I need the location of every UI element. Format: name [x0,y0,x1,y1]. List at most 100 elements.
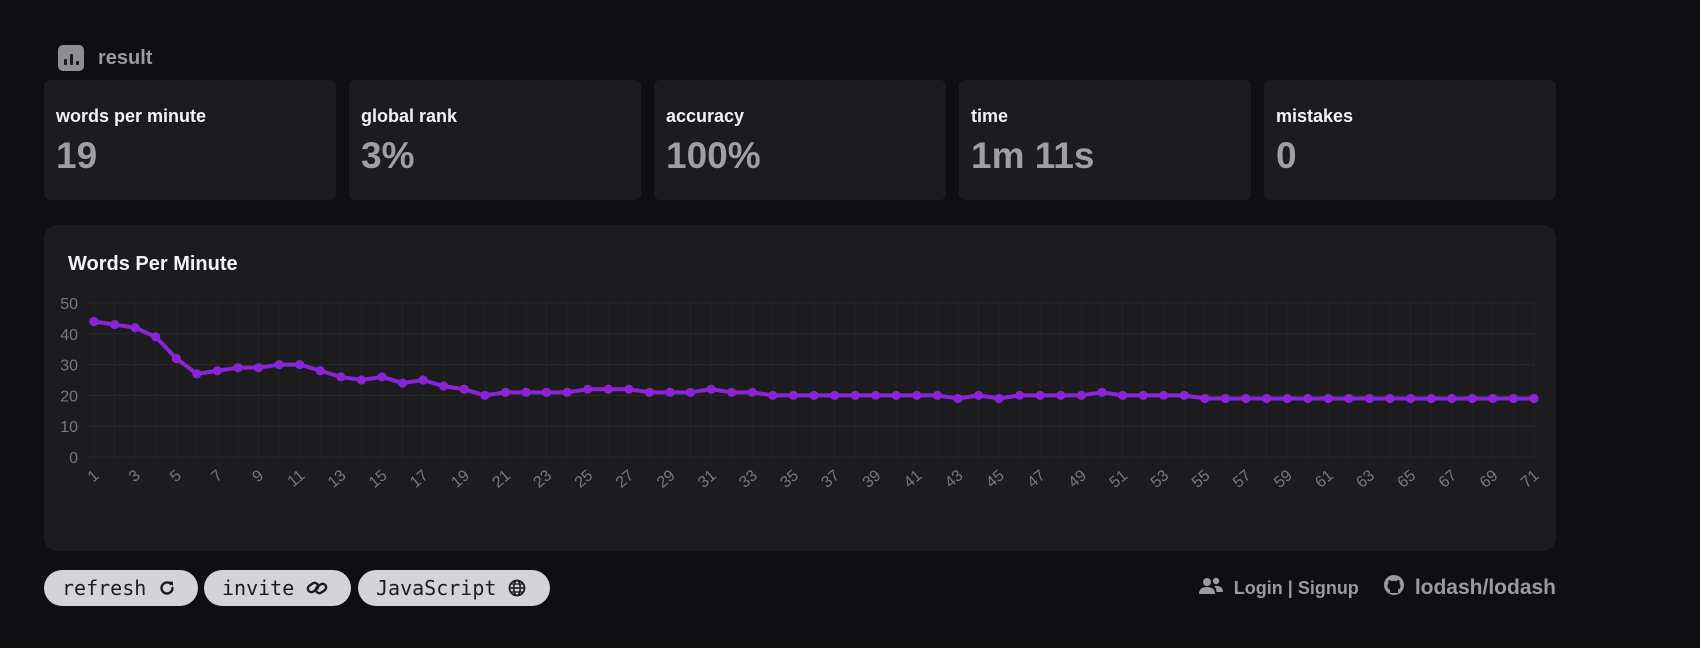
globe-icon [508,579,526,597]
wpm-data-point [1097,387,1107,397]
wpm-data-point [418,375,428,385]
x-tick-label: 69 [1477,467,1502,492]
wpm-data-point [541,387,552,397]
wpm-data-point [562,387,572,397]
x-tick-label: 9 [249,467,267,486]
x-tick-label: 23 [531,467,556,492]
login-signup-link[interactable]: Login | Signup [1198,576,1359,601]
wpm-data-point [500,387,511,397]
wpm-data-point [315,366,325,376]
wpm-data-point [1241,393,1251,404]
stat-card-wpm: words per minute 19 [44,80,336,200]
stat-label: accuracy [666,106,745,126]
y-tick-label: 50 [60,296,78,313]
stat-value: 100% [666,135,761,176]
x-tick-label: 55 [1189,467,1214,492]
invite-button[interactable]: invite [204,570,351,606]
y-tick-label: 0 [69,450,78,467]
wpm-data-point [336,372,346,382]
x-tick-label: 5 [167,467,185,486]
wpm-data-point [912,390,922,400]
wpm-data-point [1179,390,1189,400]
stat-card-mistakes: mistakes 0 [1264,80,1556,200]
wpm-data-point [788,390,799,400]
x-tick-label: 29 [654,467,679,492]
wpm-data-point [171,353,181,364]
x-tick-label: 61 [1312,467,1337,492]
wpm-data-point [459,384,469,394]
x-tick-label: 39 [860,467,885,492]
refresh-button[interactable]: refresh [44,570,198,606]
chart-title: Words Per Minute [68,253,238,275]
stat-card-time: time 1m 11s [959,80,1251,200]
wpm-data-point [109,319,120,330]
wpm-chart-card: Words Per Minute 0 10 20 30 40 50 1 3 5 7 9 11 13 15 1… [44,225,1556,551]
x-tick-label: 47 [1024,467,1049,492]
x-tick-label: 71 [1518,467,1543,492]
x-tick-label: 63 [1353,467,1378,492]
wpm-data-point [130,323,140,333]
language-button[interactable]: JavaScript [358,570,550,606]
wpm-data-point [685,387,696,397]
wpm-data-point [1508,393,1519,404]
wpm-data-point [1261,393,1272,404]
wpm-data-point [89,316,99,327]
wpm-data-point [1056,390,1066,400]
stats-row: words per minute 19 global rank 3% accur… [44,80,1556,200]
wpm-data-point [1117,390,1128,400]
x-tick-label: 25 [572,467,597,492]
bar-chart-icon [58,45,84,71]
y-tick-label: 40 [60,327,78,344]
invite-label: invite [222,576,295,600]
wpm-data-point [1303,393,1313,404]
action-bar: refresh invite JavaScript [44,570,1556,606]
x-tick-label: 65 [1395,467,1420,492]
language-label: JavaScript [376,576,497,600]
x-tick-label: 13 [325,467,350,492]
wpm-data-point [953,393,963,404]
x-tick-label: 59 [1271,467,1296,492]
x-tick-label: 15 [366,467,391,492]
wpm-data-point [829,390,840,400]
x-tick-label: 37 [819,467,844,492]
wpm-data-point [1447,393,1457,404]
wpm-data-point [397,378,408,388]
x-tick-label: 51 [1107,467,1132,492]
x-tick-label: 31 [695,467,720,492]
link-icon [306,579,328,597]
wpm-data-point [1035,390,1045,400]
wpm-data-point [295,360,305,370]
wpm-data-point [1405,393,1416,404]
wpm-data-point [274,360,284,370]
x-tick-label: 21 [489,467,514,492]
stat-value: 1m 11s [971,135,1095,176]
stat-label: time [971,106,1009,126]
wpm-data-point [665,387,675,397]
wpm-data-point [1323,393,1333,404]
wpm-data-point [644,387,655,397]
x-tick-label: 35 [777,467,802,492]
x-tick-label: 19 [448,467,473,492]
x-tick-label: 45 [983,467,1008,492]
wpm-data-point [1488,393,1498,404]
wpm-data-point [871,390,881,400]
x-tick-label: 33 [736,467,761,492]
wpm-data-point [192,369,202,379]
x-tick-label: 17 [407,467,432,492]
wpm-data-point [377,372,387,382]
x-tick-label: 53 [1148,467,1173,492]
x-tick-label: 67 [1436,467,1461,492]
repo-link[interactable]: lodash/lodash [1383,574,1556,602]
wpm-data-point [994,393,1004,404]
wpm-data-point [727,387,737,397]
wpm-data-point [1220,393,1231,404]
wpm-data-point [1015,390,1025,400]
x-tick-label: 43 [942,467,967,492]
stat-value: 19 [56,135,98,176]
wpm-data-point [233,363,243,373]
wpm-data-point [1385,393,1395,404]
wpm-data-point [850,390,860,400]
wpm-data-point [1076,390,1087,400]
wpm-data-point [809,390,819,400]
